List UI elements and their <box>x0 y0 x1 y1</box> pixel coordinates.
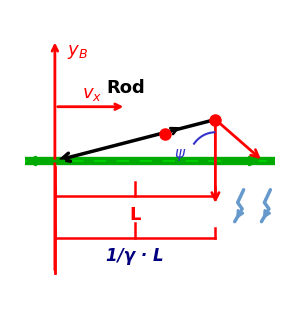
Text: L: L <box>130 206 141 224</box>
Text: 1/γ · L: 1/γ · L <box>106 247 164 265</box>
Text: $y_B$: $y_B$ <box>67 43 88 62</box>
Text: $v_x$: $v_x$ <box>82 85 102 103</box>
Text: $\psi$: $\psi$ <box>174 147 186 163</box>
Text: Rod: Rod <box>107 79 146 97</box>
